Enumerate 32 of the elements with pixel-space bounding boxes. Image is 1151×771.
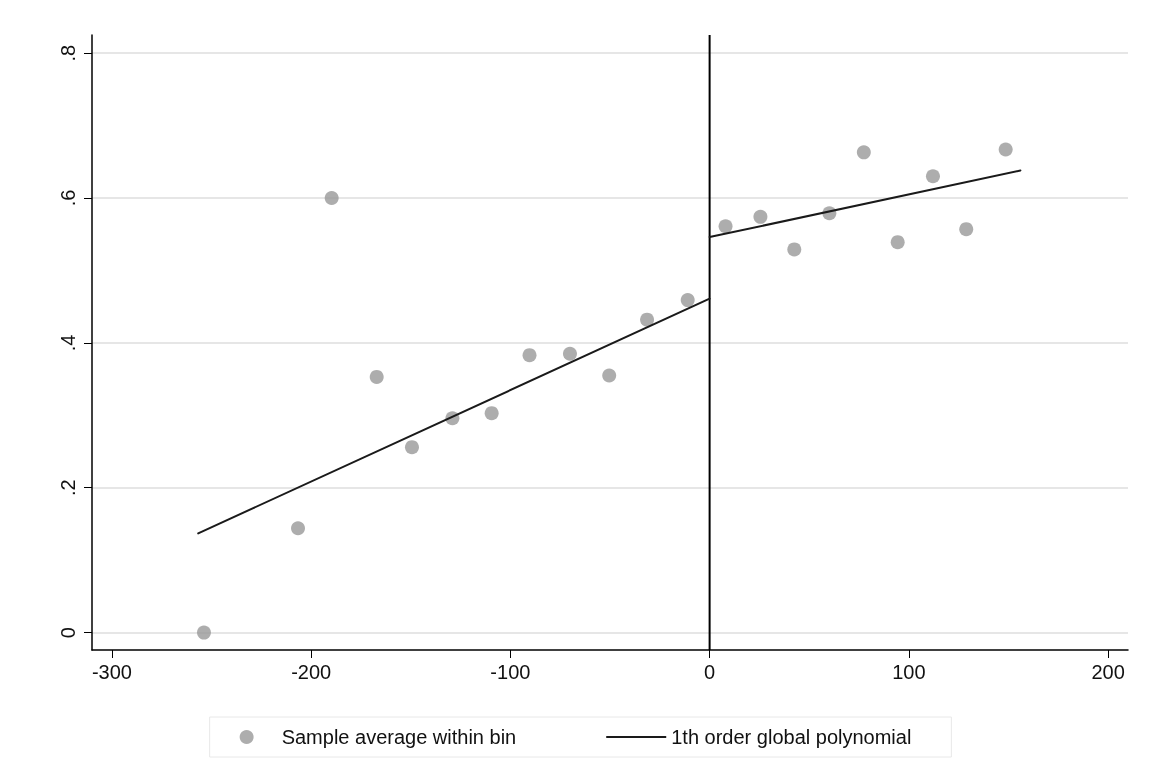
x-tick-label: -100 — [490, 661, 531, 683]
point — [753, 209, 768, 224]
x-tick-label: 100 — [892, 661, 926, 683]
point — [890, 235, 905, 250]
x-tick-label: -200 — [291, 661, 332, 683]
point — [959, 222, 974, 237]
point — [369, 369, 384, 384]
x-tick-label: -300 — [91, 661, 132, 683]
point — [998, 142, 1013, 157]
y-tick-label: .2 — [57, 479, 79, 497]
point — [562, 346, 577, 361]
x-tick-label: 0 — [704, 661, 716, 683]
legend-label: 1th order global polynomial — [671, 726, 912, 748]
y-tick-label: .6 — [57, 189, 79, 207]
point — [404, 440, 419, 455]
point — [787, 242, 802, 257]
point — [484, 406, 499, 421]
point — [196, 625, 211, 640]
legend-label: Sample average within bin — [281, 726, 517, 748]
point — [680, 293, 695, 308]
point — [291, 521, 305, 536]
point — [522, 348, 537, 363]
point — [640, 312, 655, 327]
y-tick-label: .4 — [57, 334, 79, 352]
y-tick-label: 0 — [57, 627, 79, 639]
point — [324, 190, 339, 205]
point — [718, 219, 733, 234]
point — [925, 169, 940, 184]
x-tick-label: 200 — [1091, 661, 1125, 683]
y-tick-label: .8 — [57, 44, 79, 62]
point — [856, 145, 871, 160]
point — [602, 368, 617, 383]
